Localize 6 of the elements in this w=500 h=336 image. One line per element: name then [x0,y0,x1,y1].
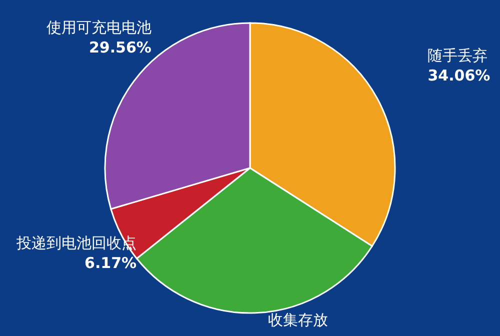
slice-label: 收集存放 [268,310,328,329]
slice-label: 使用可充电电池 [46,18,152,36]
slice-label: 随手丢弃 [428,46,488,65]
data-label: 6.17% [84,254,137,272]
data-label: 34.06% [428,66,490,85]
data-label: 29.56% [88,38,152,56]
